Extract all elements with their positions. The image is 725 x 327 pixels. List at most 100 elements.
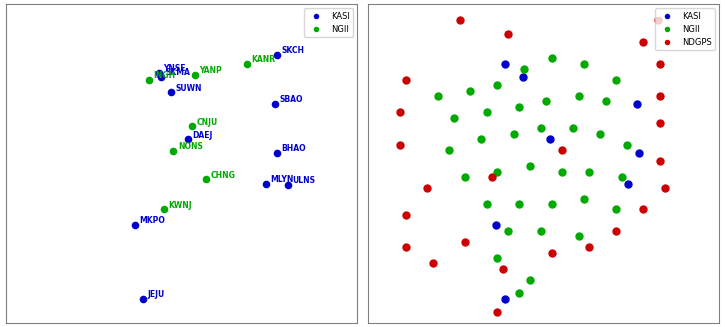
Point <box>271 52 283 58</box>
Point <box>497 266 509 271</box>
Point <box>546 201 558 207</box>
Point <box>158 207 170 212</box>
Point <box>610 207 622 212</box>
Point <box>465 88 476 93</box>
Point <box>637 207 649 212</box>
Point <box>201 177 212 182</box>
Point <box>578 61 589 66</box>
Text: MKPO: MKPO <box>139 216 165 225</box>
Point <box>610 77 622 82</box>
Point <box>502 228 514 233</box>
Point <box>633 150 645 155</box>
Point <box>432 94 444 99</box>
Text: SUWN: SUWN <box>175 84 202 93</box>
Point <box>610 228 622 233</box>
Point <box>282 182 294 187</box>
Point <box>400 77 412 82</box>
Point <box>631 101 642 107</box>
Point <box>492 169 503 174</box>
Point <box>557 147 568 153</box>
Point <box>165 90 177 95</box>
Text: CNJU: CNJU <box>196 118 218 127</box>
Point <box>499 61 510 66</box>
Point <box>271 150 283 155</box>
Text: NONS: NONS <box>178 143 203 151</box>
Point <box>443 147 455 153</box>
Point <box>524 164 536 169</box>
Point <box>394 142 406 147</box>
Point <box>654 120 666 126</box>
Text: SKCH: SKCH <box>281 46 304 55</box>
Text: DAEJ: DAEJ <box>192 130 212 140</box>
Point <box>476 137 487 142</box>
Point <box>513 201 525 207</box>
Point <box>518 66 530 72</box>
Point <box>621 142 633 147</box>
Point <box>540 99 552 104</box>
Text: SBAO: SBAO <box>279 95 303 104</box>
Point <box>508 131 520 136</box>
Point <box>544 137 555 142</box>
Text: KANR: KANR <box>252 56 276 64</box>
Point <box>557 169 568 174</box>
Point <box>622 181 634 187</box>
Legend: KASI, NGII: KASI, NGII <box>304 8 353 37</box>
Text: INGH: INGH <box>153 71 175 80</box>
Point <box>427 261 439 266</box>
Point <box>600 99 611 104</box>
Point <box>492 309 503 315</box>
Point <box>584 245 595 250</box>
Text: JEJU: JEJU <box>147 290 165 299</box>
Point <box>167 148 179 154</box>
Point <box>535 228 547 233</box>
Point <box>421 185 433 190</box>
Point <box>481 201 492 207</box>
Point <box>449 115 460 120</box>
Point <box>652 18 664 23</box>
Point <box>535 126 547 131</box>
Point <box>492 255 503 261</box>
Point <box>513 104 525 110</box>
Point <box>659 185 671 190</box>
Point <box>459 239 471 244</box>
Point <box>502 31 514 37</box>
Point <box>573 234 584 239</box>
Point <box>186 124 198 129</box>
Legend: KASI, NGII, NDGPS: KASI, NGII, NDGPS <box>655 8 715 50</box>
Point <box>241 61 253 67</box>
Point <box>546 250 558 255</box>
Point <box>182 137 194 142</box>
Text: ULNS: ULNS <box>292 176 315 185</box>
Point <box>189 72 201 77</box>
Point <box>491 222 502 228</box>
Point <box>499 296 510 301</box>
Text: BHAO: BHAO <box>281 144 306 153</box>
Text: MLYN: MLYN <box>270 175 294 184</box>
Point <box>394 110 406 115</box>
Text: SKMA: SKMA <box>165 68 190 77</box>
Point <box>492 83 503 88</box>
Point <box>454 18 465 23</box>
Point <box>517 75 529 80</box>
Point <box>637 39 649 44</box>
Text: YANP: YANP <box>199 66 222 75</box>
Text: YNSE: YNSE <box>163 64 186 73</box>
Point <box>594 131 606 136</box>
Point <box>129 222 141 228</box>
Point <box>513 290 525 296</box>
Point <box>459 174 471 180</box>
Text: CHNG: CHNG <box>211 171 236 180</box>
Point <box>616 174 628 180</box>
Point <box>584 169 595 174</box>
Point <box>573 94 584 99</box>
Point <box>269 101 281 107</box>
Point <box>486 174 498 180</box>
Point <box>400 245 412 250</box>
Point <box>524 277 536 282</box>
Point <box>481 110 492 115</box>
Point <box>143 77 154 82</box>
Point <box>546 56 558 61</box>
Point <box>654 158 666 164</box>
Point <box>137 296 149 301</box>
Point <box>654 94 666 99</box>
